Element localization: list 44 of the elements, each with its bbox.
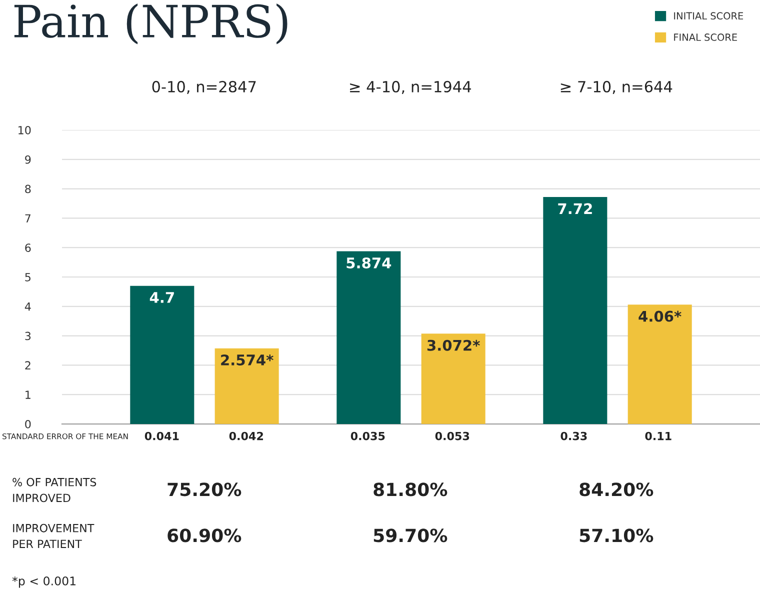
text: 59.70% [374, 528, 448, 542]
y-tick-label: 0 [25, 420, 31, 428]
y-tick-label: 1 [26, 390, 30, 399]
text: 0.041 [144, 432, 179, 440]
y-tick-label: 6 [25, 244, 31, 252]
y-tick-label: 5 [25, 273, 30, 282]
y-tick-label: 7 [25, 214, 30, 222]
bar [421, 334, 486, 424]
text: 0.035 [350, 432, 385, 440]
text: 0.053 [435, 432, 470, 440]
text: 0.11 [645, 432, 672, 440]
data-label: 7.72 [558, 203, 592, 214]
data-label: 4.06* [638, 310, 682, 322]
y-tick-label: 3 [25, 332, 31, 340]
chart-title: Pain (NPRS) [14, 3, 288, 44]
text: 81.80% [374, 482, 448, 496]
legend-label: INITIAL SCORE [674, 12, 744, 20]
bar [543, 197, 608, 424]
text: 0.33 [560, 432, 587, 440]
data-label: 5.874 [346, 257, 392, 268]
y-tick-label: 4 [24, 302, 31, 311]
bar [336, 251, 401, 424]
data-label: 2.574* [221, 354, 274, 366]
text: IMPROVEMENT PER PATIENT [13, 524, 94, 548]
data-label: 3.072* [427, 340, 480, 351]
bar [628, 304, 692, 424]
y-tick-label: 10 [18, 126, 31, 134]
text: 75.20% [168, 482, 242, 496]
text: % OF PATIENTS IMPROVED [12, 478, 96, 502]
y-tick-label: 8 [25, 184, 31, 194]
legend-label: FINAL SCORE [674, 34, 737, 41]
x-tick-label: ≥ 7-10, n=644 [560, 80, 672, 94]
bar [130, 286, 194, 424]
text: 57.10% [580, 528, 654, 542]
y-tick-label: 9 [25, 155, 31, 164]
bar [214, 348, 279, 424]
x-tick-label: 0-10, n=2847 [152, 80, 256, 94]
y-tick-label: 2 [25, 361, 30, 370]
text: 0.042 [229, 432, 263, 440]
text: *p < 0.001 [12, 576, 76, 588]
text: 60.90% [168, 528, 242, 542]
data-label: 4.7 [150, 292, 174, 303]
text: 84.20% [580, 482, 654, 496]
x-tick-label: ≥ 4-10, n=1944 [350, 80, 471, 94]
